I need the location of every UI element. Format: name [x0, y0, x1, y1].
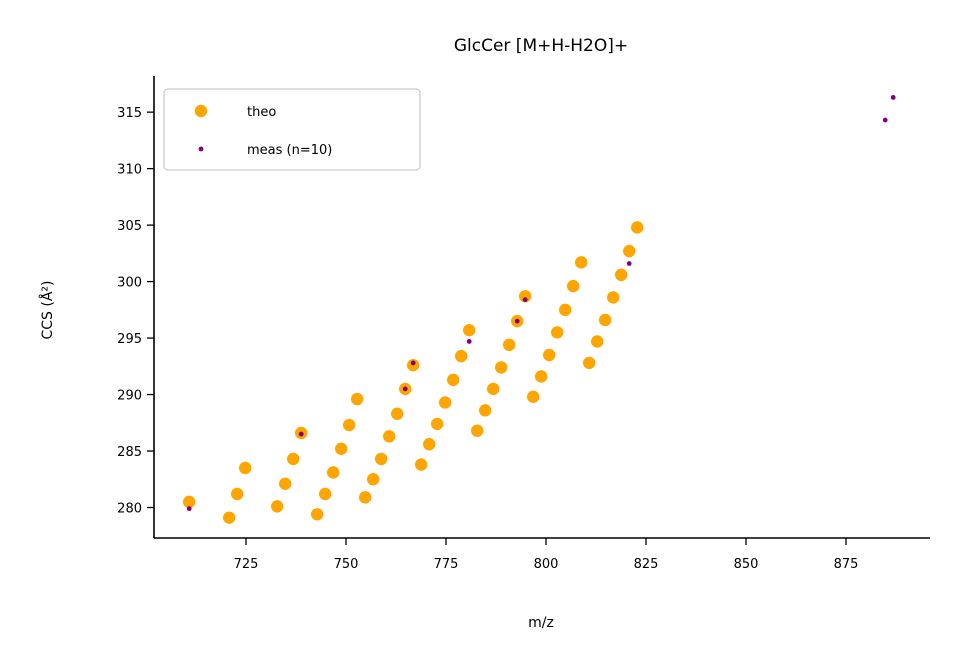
legend-label-meas: meas (n=10)	[247, 143, 332, 158]
meas-point	[890, 95, 896, 100]
theo-point	[503, 338, 516, 352]
y-tick-label: 310	[117, 163, 142, 178]
theo-point	[279, 477, 292, 490]
x-axis-ticks: 725 750 775 800 825 850 875	[234, 538, 859, 572]
x-axis-label: m/z	[528, 615, 554, 631]
y-tick-label: 315	[117, 106, 142, 121]
theo-point	[463, 323, 476, 337]
x-tick-label: 750	[334, 557, 359, 572]
theo-point	[479, 404, 492, 417]
x-tick-label: 850	[734, 557, 759, 572]
theo-point	[423, 438, 436, 451]
theo-point	[319, 487, 332, 501]
theo-point	[455, 349, 468, 363]
theo-point	[575, 256, 588, 269]
theo-point	[559, 303, 572, 317]
y-tick-label: 295	[117, 332, 142, 347]
legend-frame	[163, 88, 421, 171]
theo-point	[439, 396, 452, 409]
theo-point	[551, 326, 564, 339]
legend: theo meas (n=10)	[163, 88, 421, 171]
theo-point	[607, 291, 620, 304]
theo-point	[359, 491, 372, 504]
theo-point	[383, 430, 396, 443]
theo-point	[519, 290, 532, 303]
meas-point	[522, 297, 528, 303]
theo-point	[431, 417, 444, 431]
theo-point	[527, 390, 540, 404]
theo-point	[183, 495, 196, 509]
legend-marker-theo	[194, 104, 208, 118]
meas-point	[298, 431, 304, 437]
theo-point	[351, 392, 364, 406]
theo-point	[591, 335, 604, 348]
theo-point	[271, 500, 284, 513]
theo-point	[343, 418, 356, 432]
x-tick-label: 800	[534, 557, 559, 572]
y-tick-label: 290	[117, 389, 142, 404]
theo-point	[223, 511, 236, 524]
y-axis-ticks: 280 285 290 295 300 305 310 315	[117, 106, 154, 517]
x-tick-label: 825	[634, 557, 659, 572]
x-tick-label: 775	[434, 557, 459, 572]
x-tick-label: 875	[834, 557, 859, 572]
theo-point	[615, 268, 628, 282]
theo-point	[239, 461, 252, 475]
theo-point	[415, 458, 428, 471]
x-tick-label: 725	[234, 557, 259, 572]
theo-point	[311, 508, 324, 521]
y-axis-label: CCS (Å²)	[39, 280, 56, 339]
legend-label-theo: theo	[247, 105, 276, 120]
theo-point	[367, 473, 380, 486]
theo-point	[583, 356, 596, 370]
meas-point	[882, 117, 888, 123]
theo-point	[375, 452, 388, 466]
meas-point	[410, 360, 416, 366]
chart-title: GlcCer [M+H-H2O]+	[454, 36, 628, 56]
theo-point	[631, 221, 644, 234]
y-tick-label: 300	[117, 276, 142, 291]
plot-area	[183, 95, 896, 524]
theo-point	[543, 348, 556, 362]
theo-point	[447, 373, 460, 387]
theo-point	[599, 313, 612, 327]
meas-point	[514, 318, 520, 324]
theo-point	[567, 279, 580, 293]
theo-point	[335, 442, 348, 455]
theo-point	[391, 407, 404, 420]
theo-point	[231, 487, 244, 501]
theo-point	[495, 361, 508, 374]
theo-point	[287, 452, 300, 466]
legend-marker-meas	[198, 146, 204, 152]
theo-point	[327, 466, 340, 479]
meas-point	[626, 261, 632, 266]
theo-point	[471, 424, 484, 437]
theo-point	[623, 244, 636, 258]
theo-point	[487, 382, 500, 396]
meas-point	[402, 386, 408, 392]
meas-point	[186, 506, 192, 512]
y-tick-label: 305	[117, 219, 142, 234]
y-tick-label: 280	[117, 502, 142, 517]
theo-point	[535, 370, 548, 383]
meas-point	[466, 339, 472, 344]
y-tick-label: 285	[117, 445, 142, 460]
